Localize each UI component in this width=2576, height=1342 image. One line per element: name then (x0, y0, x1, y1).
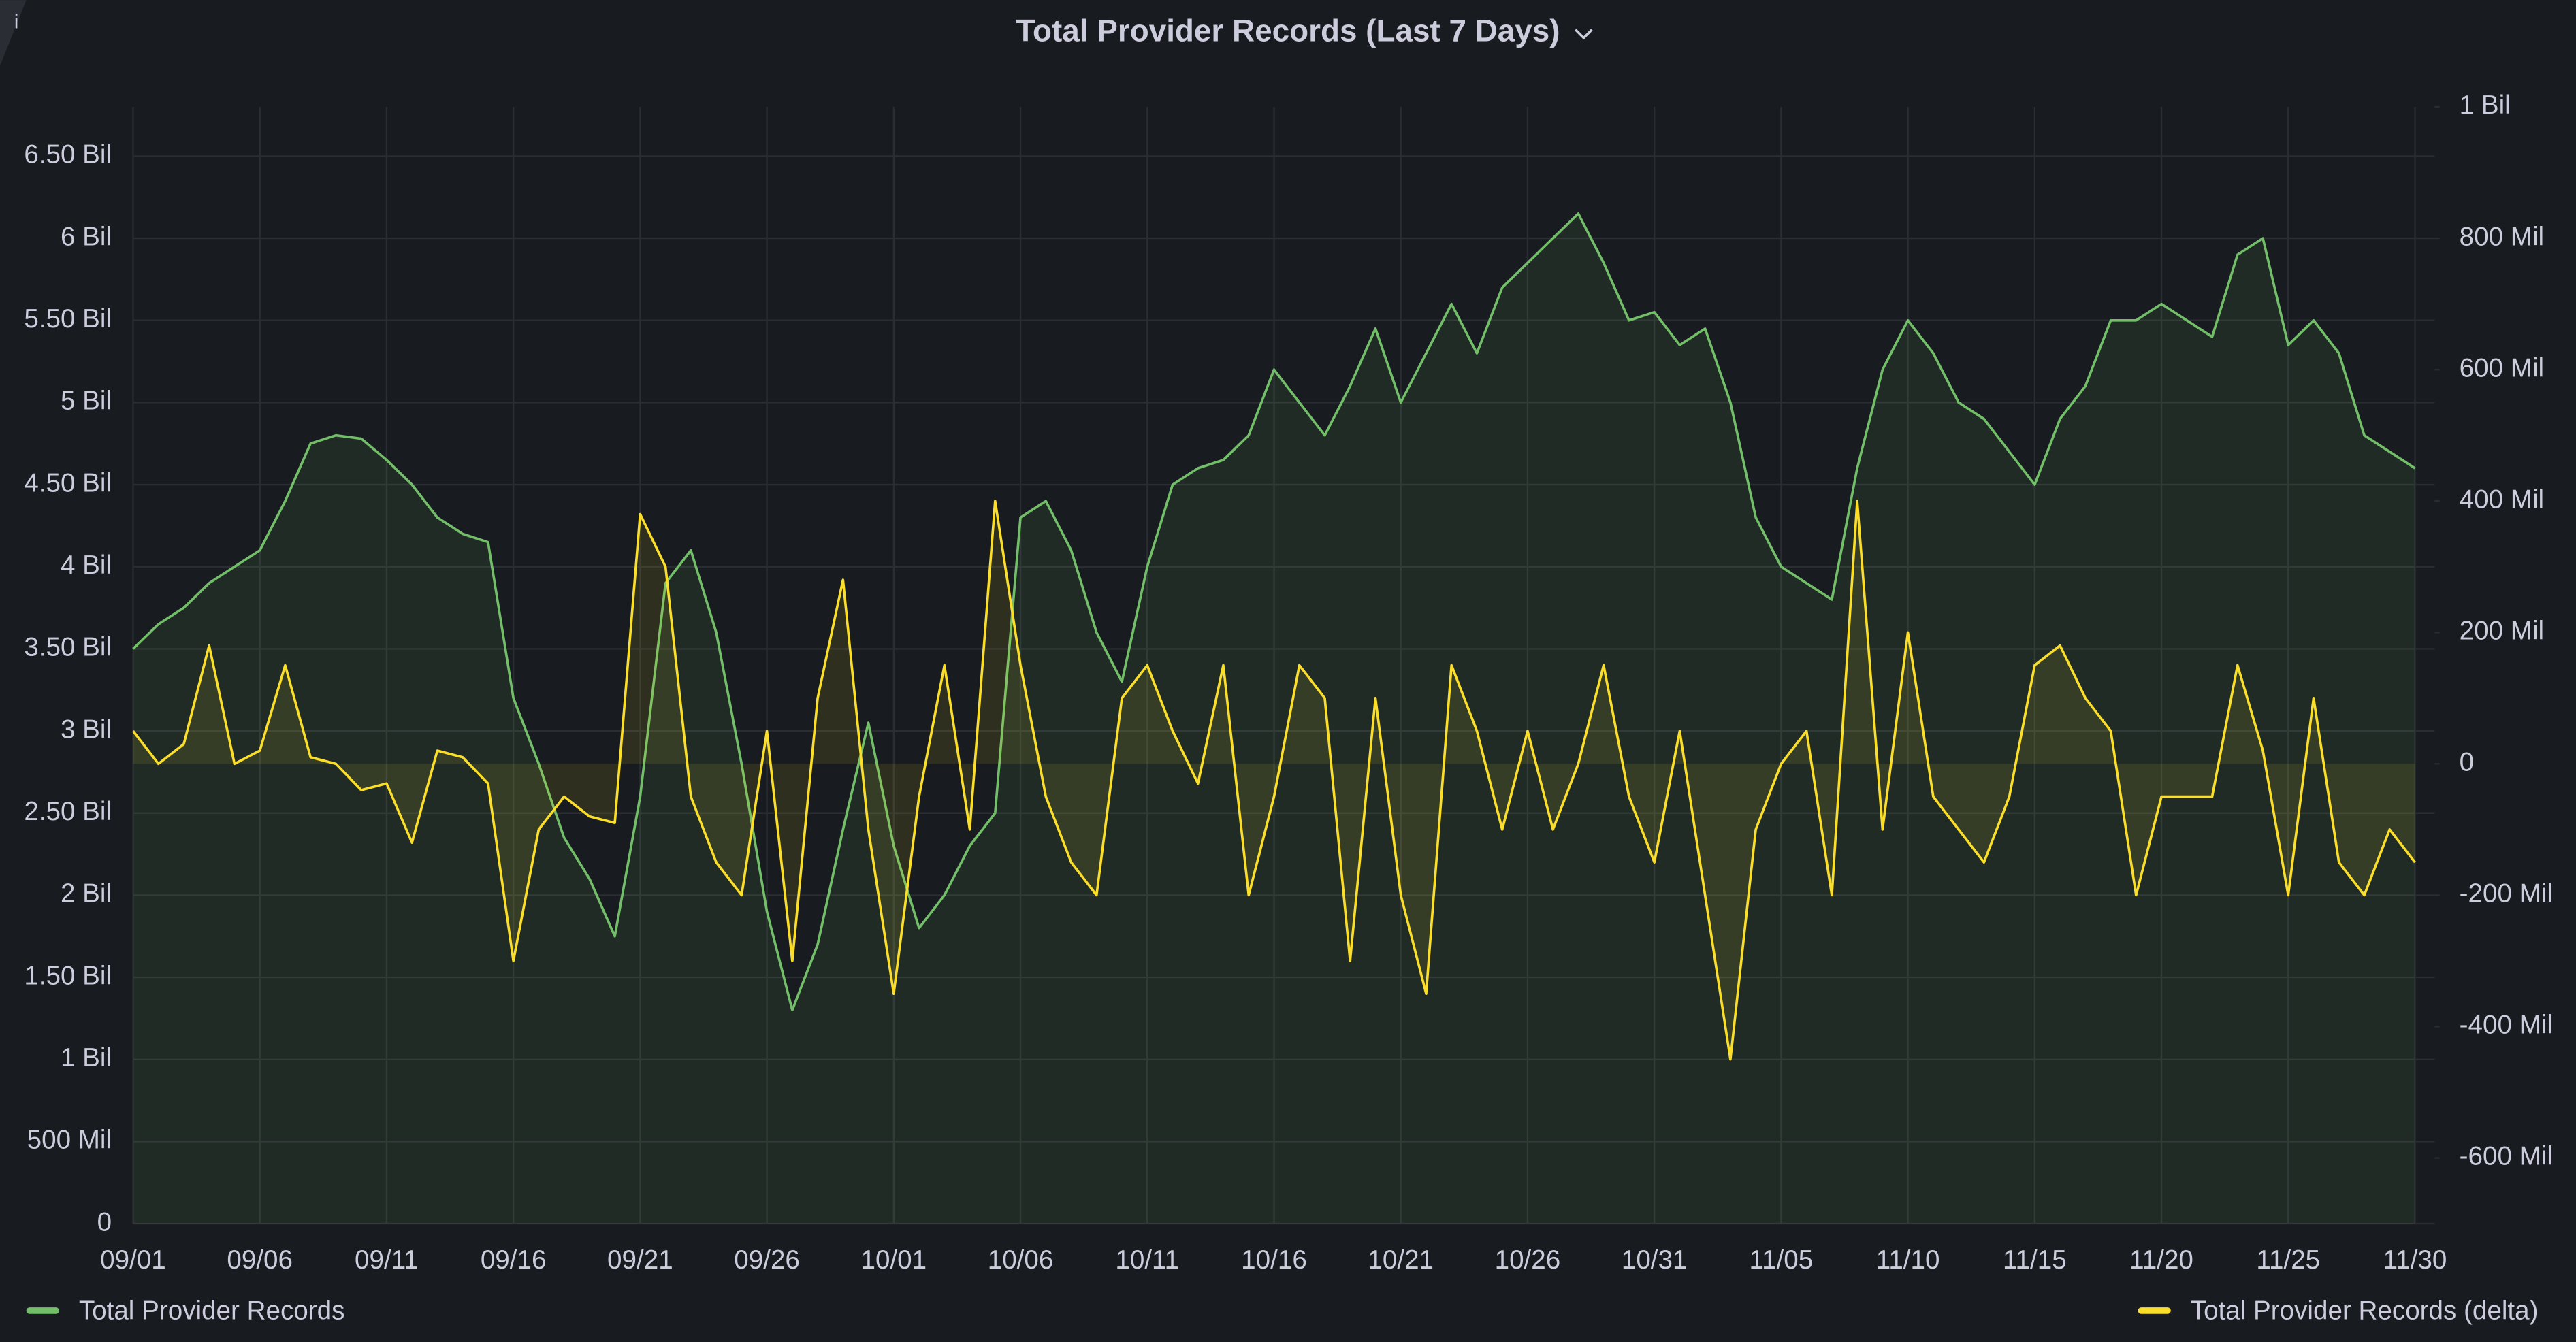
axes: 0 500 Mil 1 Bil 1.50 Bil 2 Bil 2.50 Bil 3 Bil 3… (24, 91, 2553, 1275)
x-tick-label: 09/11 (355, 1245, 419, 1275)
x-tick-label: 09/26 (734, 1245, 800, 1275)
y2-tick-label: -600 Mil (2460, 1142, 2553, 1171)
legend-swatch[interactable] (2138, 1307, 2171, 1314)
y2-tick-label: -400 Mil (2460, 1011, 2553, 1040)
x-tick-label: 11/20 (2129, 1245, 2193, 1275)
grid (132, 107, 2435, 1225)
y2-tick-label: 200 Mil (2460, 616, 2544, 645)
x-tick-label: 10/21 (1368, 1245, 1434, 1275)
y2-tick-label: 800 Mil (2460, 222, 2544, 251)
x-tick-label: 09/21 (607, 1245, 673, 1275)
y-tick-label: 3.50 Bil (24, 633, 112, 662)
y-tick-label: 4 Bil (61, 551, 112, 580)
info-corner[interactable] (0, 0, 27, 66)
chart-title[interactable]: Total Provider Records (Last 7 Days) (1016, 13, 1560, 48)
plot-area (132, 212, 2416, 1224)
x-tick-label: 11/15 (2003, 1245, 2067, 1275)
y-tick-label: 5 Bil (61, 387, 112, 416)
y2-tick-label: 400 Mil (2460, 485, 2544, 514)
y2-tick-label: -200 Mil (2460, 879, 2553, 909)
y-tick-label: 3 Bil (61, 715, 112, 744)
series-line (132, 212, 2416, 1012)
legend-label[interactable]: Total Provider Records (79, 1296, 345, 1326)
legend-label[interactable]: Total Provider Records (delta) (2191, 1296, 2539, 1326)
y-tick-label: 0 (97, 1207, 112, 1237)
x-tick-label: 10/16 (1241, 1245, 1307, 1275)
legend-swatch[interactable] (26, 1307, 59, 1314)
y-tick-label: 5.50 Bil (24, 304, 112, 333)
x-tick-label: 09/01 (100, 1245, 166, 1275)
y-tick-label: 1.50 Bil (24, 961, 112, 990)
y-tick-label: 6 Bil (61, 222, 112, 251)
y-tick-label: 2 Bil (61, 879, 112, 909)
y2-tick-label: 0 (2460, 748, 2474, 777)
title-menu-chevron[interactable] (1575, 29, 1593, 40)
x-tick-label: 11/10 (1876, 1245, 1940, 1275)
y2-tick-label: 600 Mil (2460, 353, 2544, 382)
x-tick-label: 09/16 (481, 1245, 547, 1275)
y-tick-label: 2.50 Bil (24, 797, 112, 826)
y-tick-label: 500 Mil (27, 1126, 112, 1155)
x-tick-label: 11/30 (2383, 1245, 2447, 1275)
y-tick-label: 4.50 Bil (24, 468, 112, 497)
series-area (133, 501, 2415, 1060)
series-area (133, 213, 2415, 1224)
y2-tick-label: 1 Bil (2460, 91, 2511, 120)
y-tick-label: 6.50 Bil (24, 140, 112, 169)
series-line (132, 500, 2416, 1061)
x-tick-label: 10/01 (861, 1245, 927, 1275)
x-tick-label: 11/05 (1749, 1245, 1813, 1275)
x-tick-label: 10/11 (1115, 1245, 1179, 1275)
x-tick-label: 10/26 (1495, 1245, 1561, 1275)
x-tick-label: 10/31 (1622, 1245, 1688, 1275)
y-tick-label: 1 Bil (61, 1043, 112, 1073)
legend: Total Provider Records Total Provider Rec… (26, 1296, 2539, 1326)
info-icon[interactable]: i (14, 12, 18, 33)
x-tick-label: 09/06 (227, 1245, 293, 1275)
x-tick-label: 11/25 (2256, 1245, 2320, 1275)
x-tick-label: 10/06 (988, 1245, 1054, 1275)
